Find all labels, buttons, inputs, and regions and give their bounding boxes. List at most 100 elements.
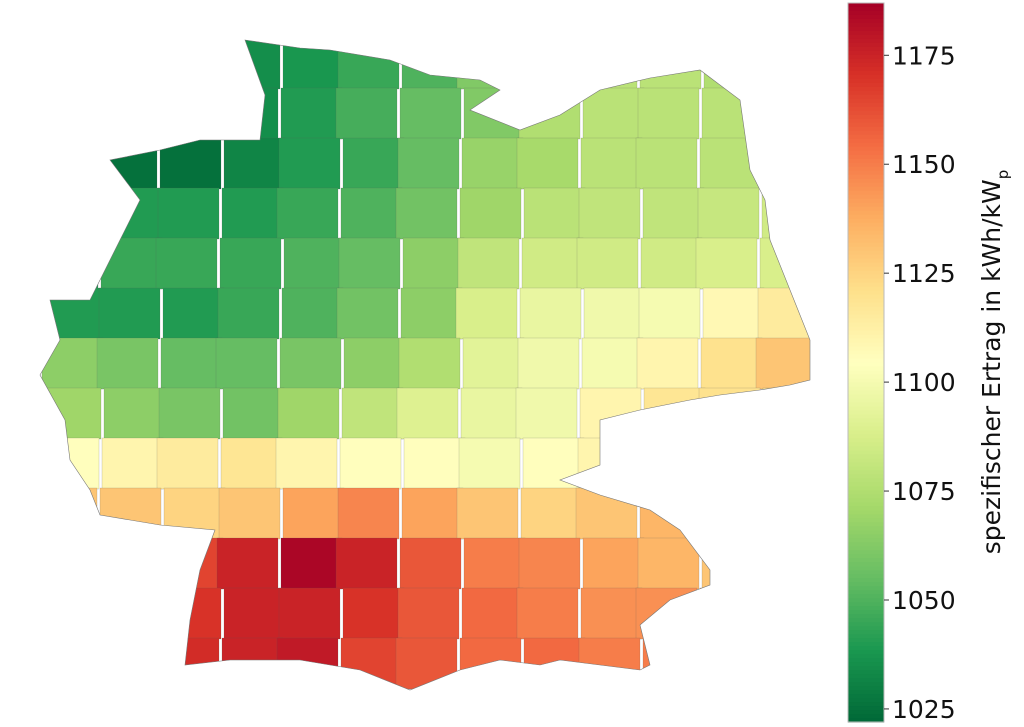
map-region [275, 437, 338, 490]
colorbar-segment [848, 370, 884, 376]
colorbar-segment [848, 574, 884, 579]
colorbar [847, 2, 885, 723]
map-region [518, 87, 581, 140]
map-region [698, 387, 761, 440]
colorbar-segment [848, 434, 884, 439]
map-region [40, 387, 102, 440]
colorbar-segment [848, 342, 884, 348]
map-region [761, 187, 810, 240]
colorbar-segment [848, 170, 884, 176]
map-region [396, 387, 459, 440]
colorbar-segment [848, 490, 884, 495]
map-region [283, 237, 346, 290]
map-region [40, 587, 103, 640]
colorbar-segment [848, 638, 884, 643]
colorbar-segment [848, 62, 884, 68]
colorbar-segment [848, 298, 884, 304]
map-region [221, 187, 284, 240]
colorbar-segment [848, 266, 884, 272]
colorbar-segment [848, 210, 884, 216]
colorbar-segment [848, 3, 884, 8]
map-region [40, 187, 101, 240]
colorbar-segment [848, 502, 884, 507]
map-region [756, 87, 810, 140]
colorbar-segment [848, 142, 884, 148]
map-region [99, 487, 162, 540]
colorbar-segment [848, 106, 884, 112]
colorbar-segment [848, 410, 884, 416]
colorbar-segment [848, 30, 884, 36]
map-region [697, 637, 760, 690]
map-region [95, 587, 158, 640]
colorbar-segment [848, 42, 884, 48]
colorbar-segment [848, 218, 884, 224]
map-region [163, 487, 226, 540]
colorbar-segment [848, 510, 884, 515]
colorbar-segment [848, 718, 884, 723]
map-region [216, 537, 279, 590]
map-region [278, 587, 341, 640]
colorbar-segment [848, 626, 884, 631]
map-region [703, 40, 766, 90]
map-region [282, 40, 345, 90]
colorbar-segment [848, 238, 884, 244]
colorbar-segment [848, 250, 884, 256]
map-region [756, 537, 810, 590]
colorbar-segment [848, 594, 884, 599]
colorbar-segment [848, 234, 884, 240]
map-region [520, 40, 583, 90]
colorbar-segment [848, 362, 884, 368]
map-region [159, 587, 222, 640]
map-region [395, 637, 458, 690]
map-region [399, 537, 462, 590]
colorbar-segment [848, 186, 884, 192]
map-region [397, 587, 460, 640]
colorbar-segment [848, 178, 884, 184]
map-region [455, 287, 518, 340]
colorbar-segment [848, 422, 884, 428]
colorbar-segment [848, 450, 884, 455]
map-region [460, 387, 523, 440]
map-region [638, 287, 701, 340]
colorbar-label: spezifischer Ertrag in kWh/kWp [977, 170, 1012, 555]
colorbar-segment [848, 98, 884, 104]
colorbar-segment [848, 94, 884, 100]
colorbar-segment [848, 190, 884, 196]
colorbar-segment [848, 270, 884, 276]
colorbar-segment [848, 58, 884, 64]
map-region [159, 137, 222, 190]
map-region [222, 387, 285, 440]
map-region [521, 237, 584, 290]
map-region [640, 237, 703, 290]
colorbar-segment [848, 438, 884, 443]
colorbar-segment [848, 326, 884, 332]
colorbar-segment [848, 542, 884, 547]
map-region [517, 337, 580, 390]
map-region [282, 487, 345, 540]
colorbar-segment [848, 310, 884, 316]
map-region [702, 287, 765, 340]
colorbar-segment [848, 378, 884, 384]
map-region [639, 487, 702, 540]
map-region [161, 87, 224, 140]
map-region [755, 337, 810, 390]
colorbar-segment [848, 110, 884, 116]
map-region [277, 387, 340, 440]
colorbar-segment [848, 694, 884, 699]
map-region [340, 637, 403, 690]
map-region [402, 237, 465, 290]
colorbar-segment [848, 54, 884, 60]
colorbar-segment [848, 334, 884, 340]
colorbar-segment [848, 478, 884, 483]
colorbar-segment [848, 358, 884, 364]
colorbar-segment [848, 558, 884, 563]
map-region [157, 187, 220, 240]
colorbar-segment [848, 18, 884, 24]
colorbar-segment [848, 602, 884, 607]
colorbar-segment [848, 534, 884, 539]
map-region [523, 637, 586, 690]
map-region [400, 287, 463, 340]
map-region [458, 437, 521, 490]
colorbar-segment [848, 522, 884, 527]
colorbar-segment [848, 322, 884, 328]
